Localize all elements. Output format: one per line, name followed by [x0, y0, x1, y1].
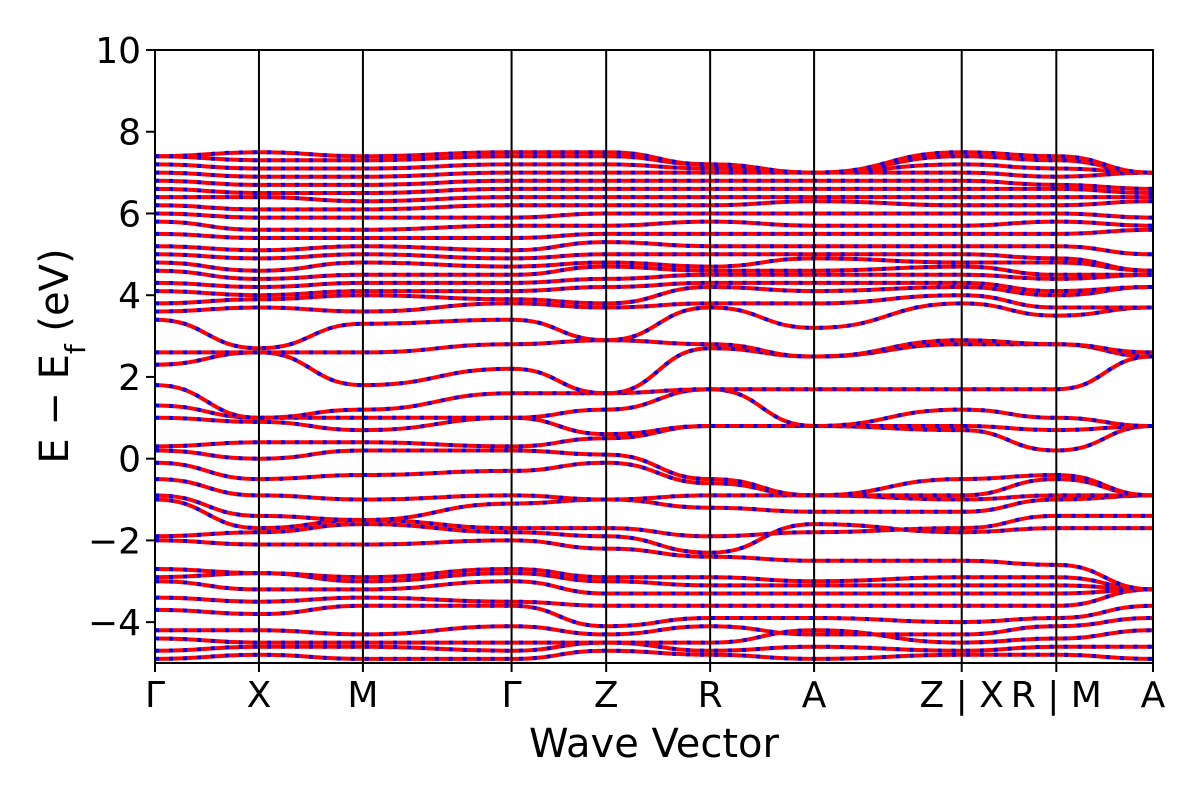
band-spin-up — [155, 195, 1153, 204]
band-spin-down — [155, 522, 1153, 555]
y-axis-title-subscript: f — [59, 343, 92, 354]
band-spin-down — [155, 497, 1153, 539]
band-spin-down — [155, 538, 1153, 592]
band-spin-up — [155, 170, 1153, 179]
y-tick-label: 6 — [118, 194, 141, 235]
y-axis: −4 −2 0 2 4 6 8 10 — [88, 31, 155, 644]
band-spin-up — [155, 522, 1153, 555]
y-tick-label: 0 — [118, 440, 141, 481]
x-tick-label: A — [1141, 675, 1166, 716]
x-tick-label: M — [347, 675, 378, 716]
band-spin-up — [155, 293, 1153, 314]
x-tick-label: X — [247, 675, 272, 716]
y-tick-label: 4 — [118, 276, 141, 317]
band-spin-up — [155, 211, 1153, 220]
band-spin-up — [155, 199, 1153, 212]
x-tick-label: Γ — [145, 675, 165, 716]
x-tick-label: A — [802, 675, 827, 716]
band-spin-down — [155, 477, 1153, 502]
band-spin-up — [155, 579, 1153, 596]
band-spin-up — [155, 219, 1153, 232]
band-spin-up — [155, 603, 1153, 629]
band-spin-up — [155, 150, 1153, 175]
band-spin-up — [155, 415, 1153, 437]
band-spin-down — [155, 640, 1153, 653]
band-spin-down — [155, 280, 1153, 298]
y-axis-title-unit: (eV) — [32, 248, 78, 344]
y-axis-title: E − Ef (eV) — [32, 248, 92, 463]
band-spin-up — [155, 272, 1153, 290]
y-axis-title-main: E − E — [32, 354, 78, 464]
band-spin-up — [155, 240, 1153, 257]
x-tick-label: Z | X — [920, 675, 1004, 716]
bands-layer — [155, 150, 1153, 661]
y-tick-label: 10 — [95, 31, 141, 72]
x-tick-label: R | M — [1011, 675, 1102, 716]
band-spin-up — [155, 648, 1153, 661]
band-spin-up — [155, 628, 1153, 645]
band-spin-up — [155, 227, 1153, 241]
band-spin-up — [155, 264, 1153, 281]
x-tick-label: R — [698, 675, 723, 716]
band-spin-down — [155, 301, 1153, 351]
band-spin-up — [155, 186, 1153, 195]
band-spin-down — [155, 342, 1153, 396]
y-tick-label: −2 — [88, 521, 141, 562]
band-spin-up — [155, 387, 1153, 429]
x-tick-label: Z — [594, 675, 619, 716]
band-spin-up — [155, 178, 1153, 191]
y-tick-label: −4 — [88, 603, 141, 644]
band-spin-down — [155, 256, 1153, 273]
y-tick-label: 2 — [118, 358, 141, 399]
y-tick-label: 8 — [118, 113, 141, 154]
band-spin-up — [155, 338, 1153, 359]
kpath-divider-layer — [257, 50, 1058, 663]
band-spin-down — [155, 493, 1153, 523]
band-spin-up — [155, 587, 1153, 608]
plot-frame — [154, 49, 1154, 664]
band-spin-up — [155, 162, 1153, 175]
band-spin-up — [155, 566, 1153, 592]
band-spin-up — [155, 252, 1153, 273]
band-spin-down — [155, 195, 1153, 204]
x-axis-title: Wave Vector — [529, 721, 780, 767]
band-spin-down — [155, 616, 1153, 637]
band-spin-up — [155, 571, 1153, 592]
band-spin-up — [155, 284, 1153, 306]
x-tick-label: Γ — [502, 675, 522, 716]
band-spin-up — [155, 354, 1153, 420]
band-spin-down — [155, 387, 1153, 429]
band-spin-down — [155, 460, 1153, 498]
band-spin-down — [155, 448, 1153, 498]
